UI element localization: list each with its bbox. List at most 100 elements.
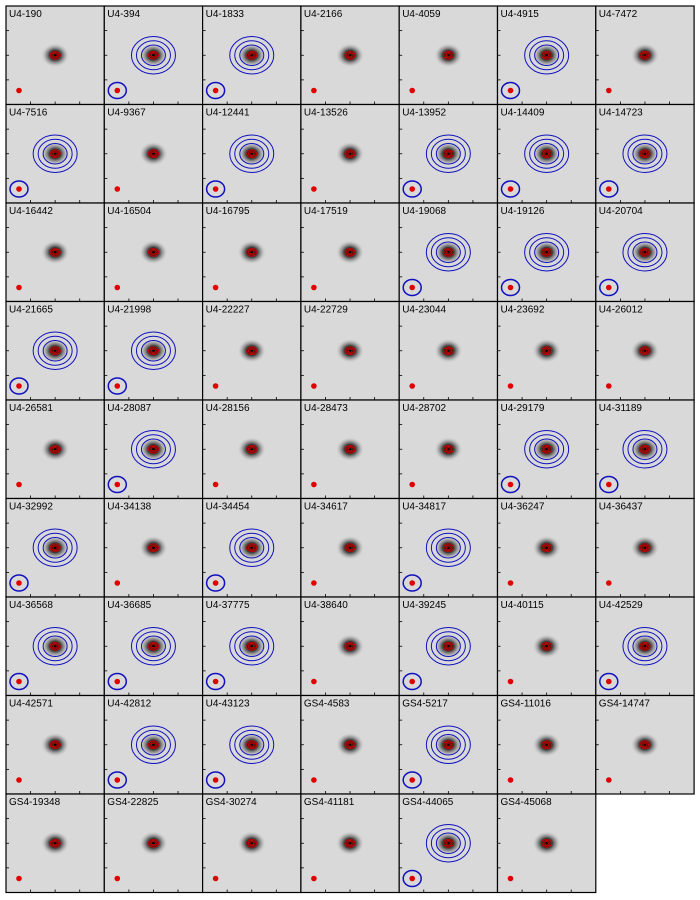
red-beam bbox=[212, 777, 219, 783]
red-contour bbox=[51, 840, 60, 847]
red-beam bbox=[114, 777, 121, 783]
blue-beam bbox=[205, 574, 226, 592]
panel: U4-23692 bbox=[496, 300, 597, 401]
red-beam bbox=[311, 383, 317, 389]
blue-contour bbox=[32, 528, 78, 567]
galaxy bbox=[434, 43, 463, 68]
red-contour bbox=[642, 348, 648, 353]
blue-contour bbox=[239, 635, 265, 657]
red-beam bbox=[212, 87, 219, 94]
red-contour bbox=[346, 643, 354, 650]
red-beam bbox=[311, 580, 317, 586]
galaxy bbox=[630, 437, 659, 462]
red-beam bbox=[606, 777, 612, 783]
galaxy bbox=[139, 732, 168, 757]
panel-label: U4-36437 bbox=[599, 502, 643, 513]
red-contour bbox=[346, 446, 354, 453]
panel-label: U4-2166 bbox=[304, 9, 343, 20]
panel-label: U4-43123 bbox=[206, 699, 250, 710]
red-contour bbox=[542, 249, 551, 256]
red-beam bbox=[409, 580, 415, 586]
red-contour bbox=[249, 841, 255, 846]
panel-label: GS4-11016 bbox=[501, 699, 552, 710]
panel: U4-7516 bbox=[5, 103, 105, 204]
panel: U4-14409 bbox=[496, 103, 597, 204]
red-contour bbox=[347, 545, 353, 550]
panel-label: U4-36685 bbox=[107, 600, 151, 611]
blue-contour bbox=[524, 430, 570, 469]
red-contour bbox=[249, 644, 255, 649]
panel-label: U4-38640 bbox=[304, 600, 348, 611]
red-beam bbox=[212, 678, 219, 685]
red-beam bbox=[16, 284, 22, 291]
galaxy bbox=[532, 141, 561, 166]
blue-contour bbox=[37, 335, 73, 366]
red-contour bbox=[642, 742, 648, 747]
red-contour bbox=[49, 543, 61, 553]
red-beam bbox=[311, 875, 317, 882]
red-contour bbox=[344, 247, 356, 257]
red-beam bbox=[606, 678, 612, 685]
galaxy bbox=[532, 732, 561, 757]
blue-contour bbox=[135, 631, 171, 662]
panel-label: U4-17519 bbox=[304, 206, 348, 217]
blue-beam bbox=[402, 672, 422, 691]
blue-contour bbox=[239, 537, 265, 559]
red-beam bbox=[311, 186, 317, 192]
galaxy bbox=[336, 338, 365, 363]
red-contour bbox=[52, 348, 58, 353]
red-contour bbox=[347, 447, 353, 452]
blue-contour bbox=[130, 627, 176, 666]
red-contour bbox=[51, 544, 60, 551]
galaxy bbox=[336, 634, 365, 659]
red-contour bbox=[639, 444, 651, 454]
red-contour bbox=[52, 53, 58, 58]
panel-label: U4-31189 bbox=[599, 403, 643, 414]
red-contour bbox=[344, 444, 356, 454]
panel: GS4-5217 bbox=[398, 694, 499, 795]
blue-contour bbox=[42, 143, 68, 165]
blue-contour bbox=[524, 134, 570, 173]
red-contour bbox=[642, 250, 648, 255]
red-beam bbox=[507, 777, 514, 783]
panel: U4-28156 bbox=[202, 399, 302, 500]
red-beam bbox=[409, 383, 415, 389]
red-contour bbox=[247, 52, 256, 59]
blue-beam bbox=[500, 81, 521, 100]
red-contour bbox=[641, 347, 649, 354]
blue-contour bbox=[430, 532, 466, 563]
panel-label: U4-37775 bbox=[206, 600, 250, 611]
blue-beam bbox=[107, 771, 128, 789]
galaxy bbox=[336, 732, 365, 757]
red-contour bbox=[445, 841, 451, 846]
galaxy bbox=[41, 732, 70, 757]
red-contour bbox=[347, 841, 353, 846]
panel: GS4-19348 bbox=[5, 793, 105, 894]
red-contour bbox=[346, 52, 354, 59]
blue-contour bbox=[435, 143, 461, 165]
galaxy bbox=[532, 437, 561, 462]
blue-beam bbox=[107, 81, 128, 100]
red-contour bbox=[444, 544, 453, 551]
galaxy bbox=[532, 535, 561, 560]
red-contour bbox=[444, 347, 453, 354]
red-contour bbox=[246, 346, 258, 356]
blue-contour bbox=[632, 241, 658, 263]
red-contour bbox=[542, 446, 551, 453]
blue-contour bbox=[234, 532, 270, 563]
red-beam bbox=[16, 87, 22, 94]
red-contour bbox=[445, 545, 451, 550]
panel: U4-40115 bbox=[496, 596, 597, 697]
panel-label: U4-39245 bbox=[402, 600, 446, 611]
red-contour bbox=[642, 447, 648, 452]
panel-label: U4-19126 bbox=[501, 206, 545, 217]
red-contour bbox=[347, 742, 353, 747]
blue-contour bbox=[435, 832, 461, 854]
blue-beam bbox=[107, 475, 128, 494]
blue-contour bbox=[130, 331, 176, 370]
red-contour bbox=[246, 838, 258, 848]
red-contour bbox=[149, 249, 158, 256]
panel: U4-20704 bbox=[595, 202, 695, 303]
red-contour bbox=[541, 543, 553, 553]
